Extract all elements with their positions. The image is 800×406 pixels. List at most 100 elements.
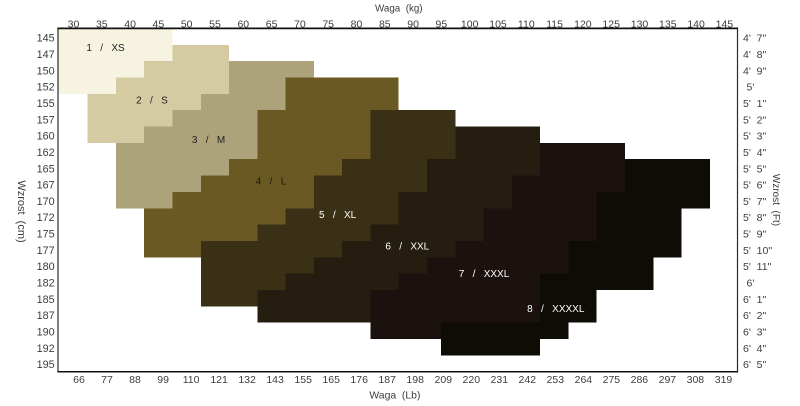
svg-text:85: 85 — [379, 18, 391, 30]
svg-text:167: 167 — [37, 180, 55, 192]
svg-text:4' 9": 4' 9" — [743, 65, 767, 77]
svg-text:60: 60 — [237, 18, 249, 30]
svg-text:147: 147 — [37, 49, 55, 61]
svg-text:5' 2": 5' 2" — [743, 114, 767, 126]
svg-text:40: 40 — [124, 18, 136, 30]
svg-text:2 / S: 2 / S — [136, 96, 168, 107]
svg-text:220: 220 — [463, 374, 481, 386]
svg-text:143: 143 — [266, 374, 284, 386]
svg-text:4' 8": 4' 8" — [743, 49, 767, 61]
svg-text:1 / XS: 1 / XS — [86, 43, 125, 54]
svg-text:177: 177 — [37, 245, 55, 257]
svg-text:5' 11": 5' 11" — [743, 261, 772, 273]
svg-text:140: 140 — [687, 18, 705, 30]
svg-text:5' 8": 5' 8" — [743, 212, 767, 224]
svg-text:187: 187 — [378, 374, 396, 386]
svg-text:5' 5": 5' 5" — [743, 163, 767, 175]
svg-text:6' 3": 6' 3" — [743, 327, 767, 339]
svg-text:209: 209 — [435, 374, 453, 386]
svg-text:165: 165 — [322, 374, 340, 386]
svg-text:180: 180 — [37, 261, 55, 273]
svg-text:319: 319 — [715, 374, 733, 386]
svg-text:7 / XXXL: 7 / XXXL — [459, 269, 510, 280]
svg-text:30: 30 — [68, 18, 80, 30]
svg-text:155: 155 — [294, 374, 312, 386]
svg-text:90: 90 — [407, 18, 419, 30]
svg-text:110: 110 — [518, 18, 535, 30]
svg-text:5' 1": 5' 1" — [743, 98, 767, 110]
svg-text:105: 105 — [489, 18, 507, 30]
svg-text:75: 75 — [322, 18, 334, 30]
svg-text:Wzrost (cm): Wzrost (cm) — [15, 180, 27, 242]
svg-text:155: 155 — [37, 98, 55, 110]
svg-text:55: 55 — [209, 18, 221, 30]
svg-text:165: 165 — [37, 163, 55, 175]
svg-text:3 / M: 3 / M — [192, 135, 225, 146]
svg-text:50: 50 — [181, 18, 193, 30]
svg-text:275: 275 — [603, 374, 621, 386]
svg-text:308: 308 — [687, 374, 705, 386]
svg-text:150: 150 — [37, 65, 55, 77]
svg-text:5' 6": 5' 6" — [743, 180, 767, 192]
svg-text:77: 77 — [101, 374, 113, 386]
svg-text:66: 66 — [73, 374, 85, 386]
svg-text:198: 198 — [406, 374, 424, 386]
svg-text:6' 5": 6' 5" — [743, 359, 767, 371]
svg-text:5' 9": 5' 9" — [743, 229, 767, 241]
svg-text:120: 120 — [574, 18, 592, 30]
svg-text:175: 175 — [37, 229, 55, 241]
svg-text:5' 7": 5' 7" — [743, 196, 767, 208]
svg-text:157: 157 — [37, 114, 55, 126]
svg-text:45: 45 — [153, 18, 165, 30]
svg-text:95: 95 — [436, 18, 448, 30]
svg-text:192: 192 — [37, 343, 55, 355]
svg-text:176: 176 — [350, 374, 368, 386]
svg-text:145: 145 — [716, 18, 734, 30]
svg-text:242: 242 — [519, 374, 537, 386]
svg-text:135: 135 — [659, 18, 677, 30]
svg-text:130: 130 — [631, 18, 649, 30]
svg-text:231: 231 — [491, 374, 509, 386]
svg-text:80: 80 — [351, 18, 363, 30]
svg-text:5': 5' — [747, 82, 755, 94]
svg-text:152: 152 — [37, 82, 55, 94]
svg-text:70: 70 — [294, 18, 306, 30]
svg-text:170: 170 — [37, 196, 55, 208]
svg-text:185: 185 — [37, 294, 55, 306]
svg-text:6': 6' — [747, 278, 755, 290]
svg-text:100: 100 — [461, 18, 479, 30]
svg-text:286: 286 — [631, 374, 649, 386]
svg-text:253: 253 — [547, 374, 565, 386]
svg-text:187: 187 — [37, 310, 55, 322]
svg-text:125: 125 — [602, 18, 620, 30]
svg-text:5' 4": 5' 4" — [743, 147, 767, 159]
svg-text:6' 2": 6' 2" — [743, 310, 767, 322]
svg-text:6 / XXL: 6 / XXL — [385, 242, 429, 253]
svg-text:160: 160 — [37, 131, 55, 143]
svg-text:110: 110 — [183, 374, 200, 386]
svg-text:6' 1": 6' 1" — [743, 294, 767, 306]
svg-text:5' 3": 5' 3" — [743, 131, 767, 143]
svg-text:88: 88 — [129, 374, 141, 386]
svg-text:115: 115 — [546, 18, 563, 30]
svg-text:121: 121 — [210, 374, 228, 386]
svg-text:Waga (Lb): Waga (Lb) — [369, 391, 420, 402]
svg-text:5 / XL: 5 / XL — [319, 210, 357, 221]
svg-text:172: 172 — [37, 212, 55, 224]
svg-text:65: 65 — [266, 18, 278, 30]
svg-text:6' 4": 6' 4" — [743, 343, 767, 355]
svg-text:145: 145 — [37, 33, 55, 45]
svg-text:Wzrost (Ft): Wzrost (Ft) — [770, 174, 781, 226]
svg-text:35: 35 — [96, 18, 108, 30]
svg-text:Waga (kg): Waga (kg) — [375, 3, 423, 14]
svg-text:297: 297 — [659, 374, 677, 386]
svg-text:264: 264 — [575, 374, 593, 386]
svg-text:162: 162 — [37, 147, 55, 159]
svg-text:8 / XXXXL: 8 / XXXXL — [527, 304, 585, 315]
svg-text:5' 10": 5' 10" — [743, 245, 772, 257]
svg-text:190: 190 — [37, 327, 55, 339]
svg-text:195: 195 — [37, 359, 55, 371]
svg-text:99: 99 — [157, 374, 169, 386]
svg-text:4' 7": 4' 7" — [743, 33, 767, 45]
svg-text:4 / L: 4 / L — [256, 177, 287, 188]
